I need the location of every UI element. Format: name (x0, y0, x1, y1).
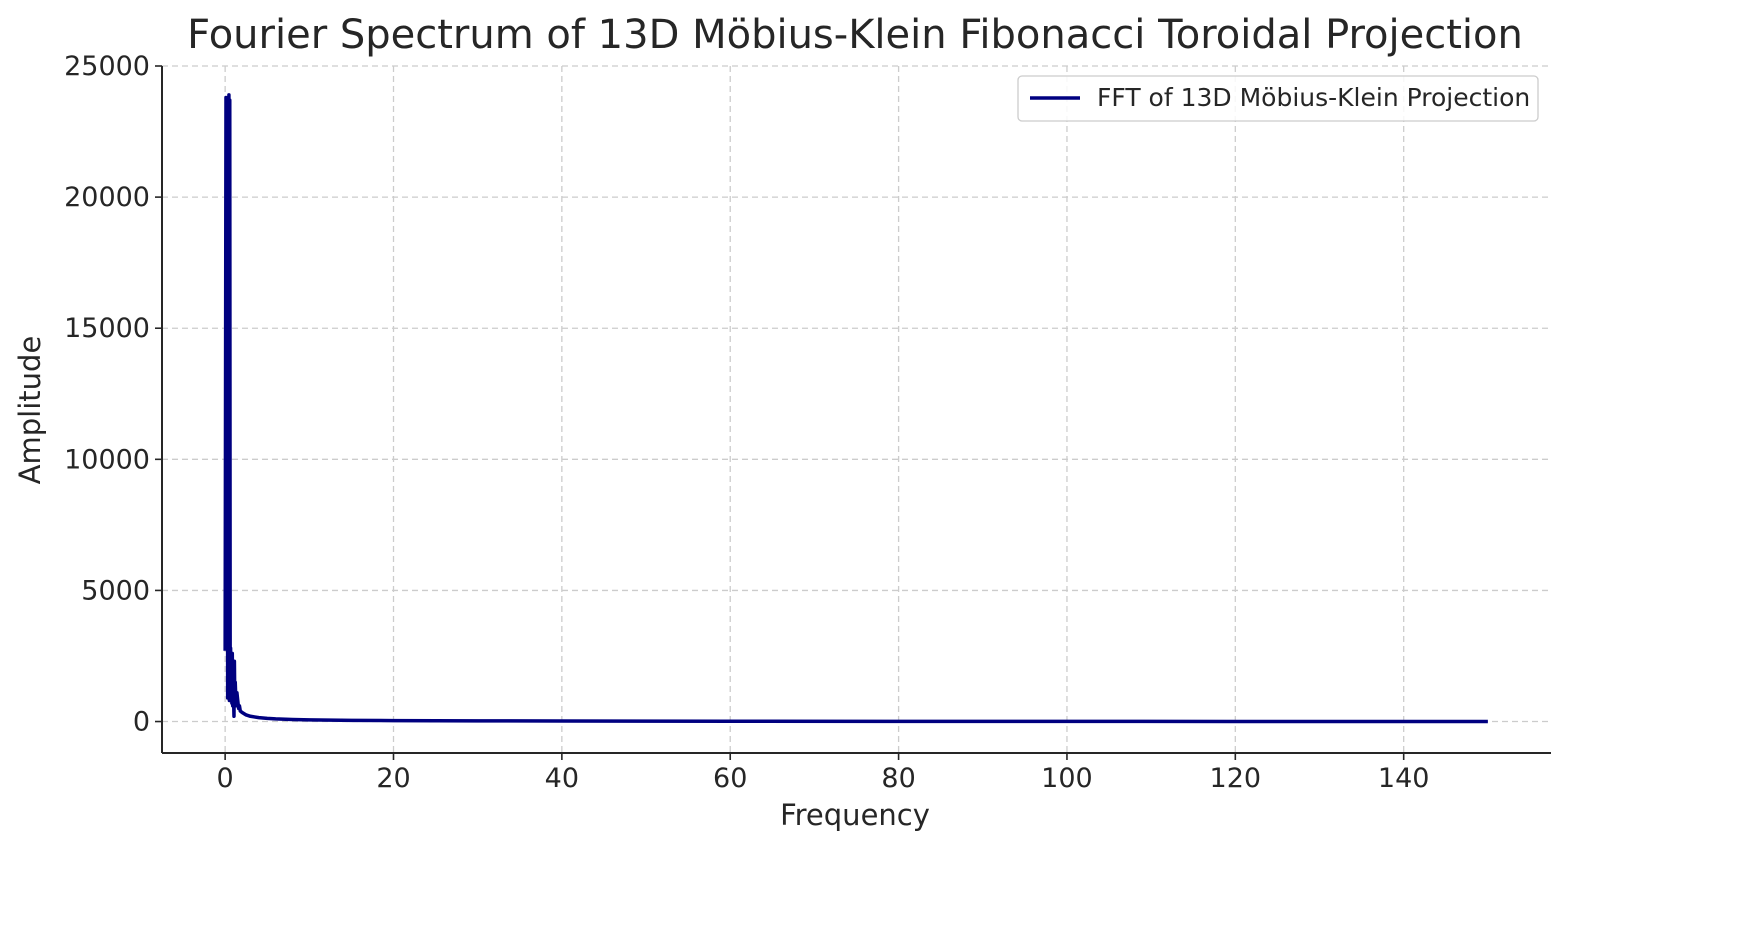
x-tick-label: 20 (376, 763, 410, 794)
series-line-1 (223, 93, 1488, 724)
y-tick-label: 15000 (64, 313, 150, 344)
x-tick-label: 80 (881, 763, 915, 794)
y-tick-label: 5000 (81, 575, 150, 606)
legend-box (1017, 75, 1539, 122)
y-tick-label: 0 (133, 707, 150, 738)
series-layer (223, 93, 1488, 724)
axis-ticks: 0 20 40 60 80 100 120 140 0 5000 10000 15000 20000 25… (64, 51, 1429, 794)
y-tick-label: 10000 (64, 444, 150, 475)
x-axis-label: Frequency (780, 798, 930, 832)
grid (162, 65, 1551, 753)
x-tick-label: 0 (217, 763, 234, 794)
legend-label-series-1: FFT of 13D Möbius-Klein Projection (1097, 83, 1530, 112)
y-tick-label: 20000 (64, 182, 150, 213)
x-tick-label: 120 (1210, 763, 1262, 794)
x-tick-label: 140 (1378, 763, 1430, 794)
legend: FFT of 13D Möbius-Klein Projection (1017, 75, 1539, 122)
y-tick-label: 25000 (64, 51, 150, 82)
x-tick-label: 40 (545, 763, 579, 794)
x-tick-label: 60 (713, 763, 747, 794)
chart-title: Fourier Spectrum of 13D Möbius-Klein Fib… (187, 12, 1523, 58)
y-axis-label: Amplitude (13, 336, 47, 485)
x-tick-label: 100 (1041, 763, 1093, 794)
